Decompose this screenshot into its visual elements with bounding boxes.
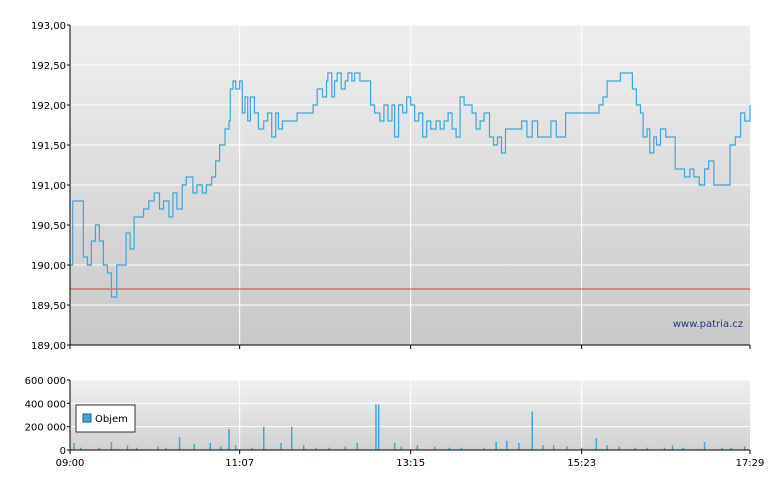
volume-bar [250, 447, 253, 450]
legend-swatch [82, 413, 92, 423]
volume-bar [495, 441, 497, 450]
price-y-tick-label: 190,00 [31, 261, 66, 272]
volume-bar [595, 438, 598, 450]
volume-bar [263, 426, 265, 450]
volume-bar [730, 447, 732, 450]
price-y-tick-label: 189,50 [31, 301, 66, 312]
price-y-tick-label: 189,00 [31, 341, 66, 352]
volume-bar [126, 445, 129, 450]
volume-bar [618, 446, 620, 450]
x-tick-label: 15:23 [567, 458, 596, 469]
volume-bar [228, 429, 230, 450]
volume-bar [280, 443, 282, 450]
volume-y-tick-label: 400 000 [25, 399, 66, 410]
volume-y-tick-label: 0 [60, 446, 66, 457]
volume-y-tick-label: 600 000 [25, 376, 66, 387]
volume-bar [518, 443, 520, 450]
volume-bar [393, 443, 396, 450]
legend-label: Objem [95, 414, 128, 425]
x-tick-label: 11:07 [225, 458, 254, 469]
volume-bar [448, 447, 451, 450]
volume-panel: 600 000 400 000 200 000 0 09:00 11:07 13:15 15… [25, 376, 765, 469]
volume-bar [178, 437, 181, 450]
volume-y-tick-label: 200 000 [25, 423, 66, 434]
volume-bar [552, 445, 555, 450]
volume-bar [193, 444, 195, 450]
volume-bar [356, 443, 358, 450]
volume-bar [220, 446, 222, 450]
price-series-line [70, 72, 751, 298]
volume-bar [157, 446, 159, 450]
price-y-tick-label: 192,00 [31, 101, 66, 112]
volume-bar [344, 446, 346, 450]
price-panel: 193,00 192,50 192,00 191,50 191,00 190,50 190,… [31, 21, 751, 352]
volume-bar [663, 447, 666, 450]
price-y-tick-label: 191,50 [31, 141, 66, 152]
volume-bar [580, 447, 583, 450]
volume-bar [542, 445, 544, 450]
price-x-ticks [69, 345, 751, 349]
volume-bar [416, 445, 419, 450]
price-y-tick-label: 190,50 [31, 221, 66, 232]
volume-bar [646, 447, 648, 450]
volume-bar [328, 447, 330, 450]
volume-bar [315, 447, 317, 450]
volume-bar [98, 447, 101, 450]
volume-bar [234, 445, 237, 450]
volume-bar [460, 447, 463, 450]
price-y-tick-label: 192,50 [31, 61, 66, 72]
volume-bar [483, 447, 485, 450]
price-y-tick-label: 193,00 [31, 21, 66, 32]
volume-bar [434, 446, 436, 450]
volume-y-axis: 600 000 400 000 200 000 0 [25, 376, 70, 457]
volume-bar [136, 447, 138, 450]
volume-bars [73, 404, 746, 450]
volume-bar [400, 446, 403, 450]
volume-bar [682, 447, 684, 450]
x-tick-label: 17:29 [736, 458, 765, 469]
volume-bar [165, 447, 167, 450]
volume-bar [79, 447, 82, 450]
volume-bar [721, 447, 723, 450]
volume-bar [110, 441, 113, 450]
volume-bar [634, 447, 636, 450]
volume-bar [73, 443, 75, 450]
volume-bar [506, 440, 508, 450]
volume-bar [743, 446, 746, 450]
watermark: www.patria.cz [673, 319, 743, 330]
x-tick-label: 13:15 [396, 458, 425, 469]
volume-bar [209, 443, 211, 450]
volume-bar [531, 411, 533, 450]
volume-bar [566, 446, 568, 450]
x-tick-label: 09:00 [56, 458, 85, 469]
volume-bar [291, 426, 293, 450]
volume-plot-area [70, 380, 750, 450]
volume-bar [303, 445, 305, 450]
volume-bar [703, 441, 706, 450]
volume-legend: Objem [75, 404, 136, 433]
volume-bar [377, 404, 380, 450]
volume-bar [671, 445, 674, 450]
volume-x-axis: 09:00 11:07 13:15 15:23 17:29 [56, 450, 765, 469]
price-y-axis: 193,00 192,50 192,00 191,50 191,00 190,50 190,… [31, 21, 70, 352]
volume-bar [375, 404, 377, 450]
price-y-tick-label: 191,00 [31, 181, 66, 192]
volume-bar [606, 445, 608, 450]
